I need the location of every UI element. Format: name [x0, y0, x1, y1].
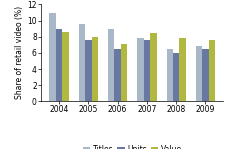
Bar [49, 13, 56, 101]
Bar [166, 49, 172, 101]
Bar [62, 32, 68, 101]
Bar [143, 40, 149, 101]
Bar [107, 30, 114, 101]
Bar [78, 24, 85, 101]
Bar [120, 44, 127, 101]
Bar [85, 40, 91, 101]
Bar [201, 49, 208, 101]
Bar [114, 49, 120, 101]
Y-axis label: Share of retail video (%): Share of retail video (%) [15, 6, 24, 100]
Bar [149, 33, 156, 101]
Legend: Titles, Units, Value: Titles, Units, Value [79, 142, 184, 149]
Bar [195, 46, 201, 101]
Bar [137, 38, 143, 101]
Bar [91, 37, 98, 101]
Bar [172, 53, 179, 101]
Bar [208, 40, 214, 101]
Bar [56, 30, 62, 101]
Bar [179, 38, 185, 101]
